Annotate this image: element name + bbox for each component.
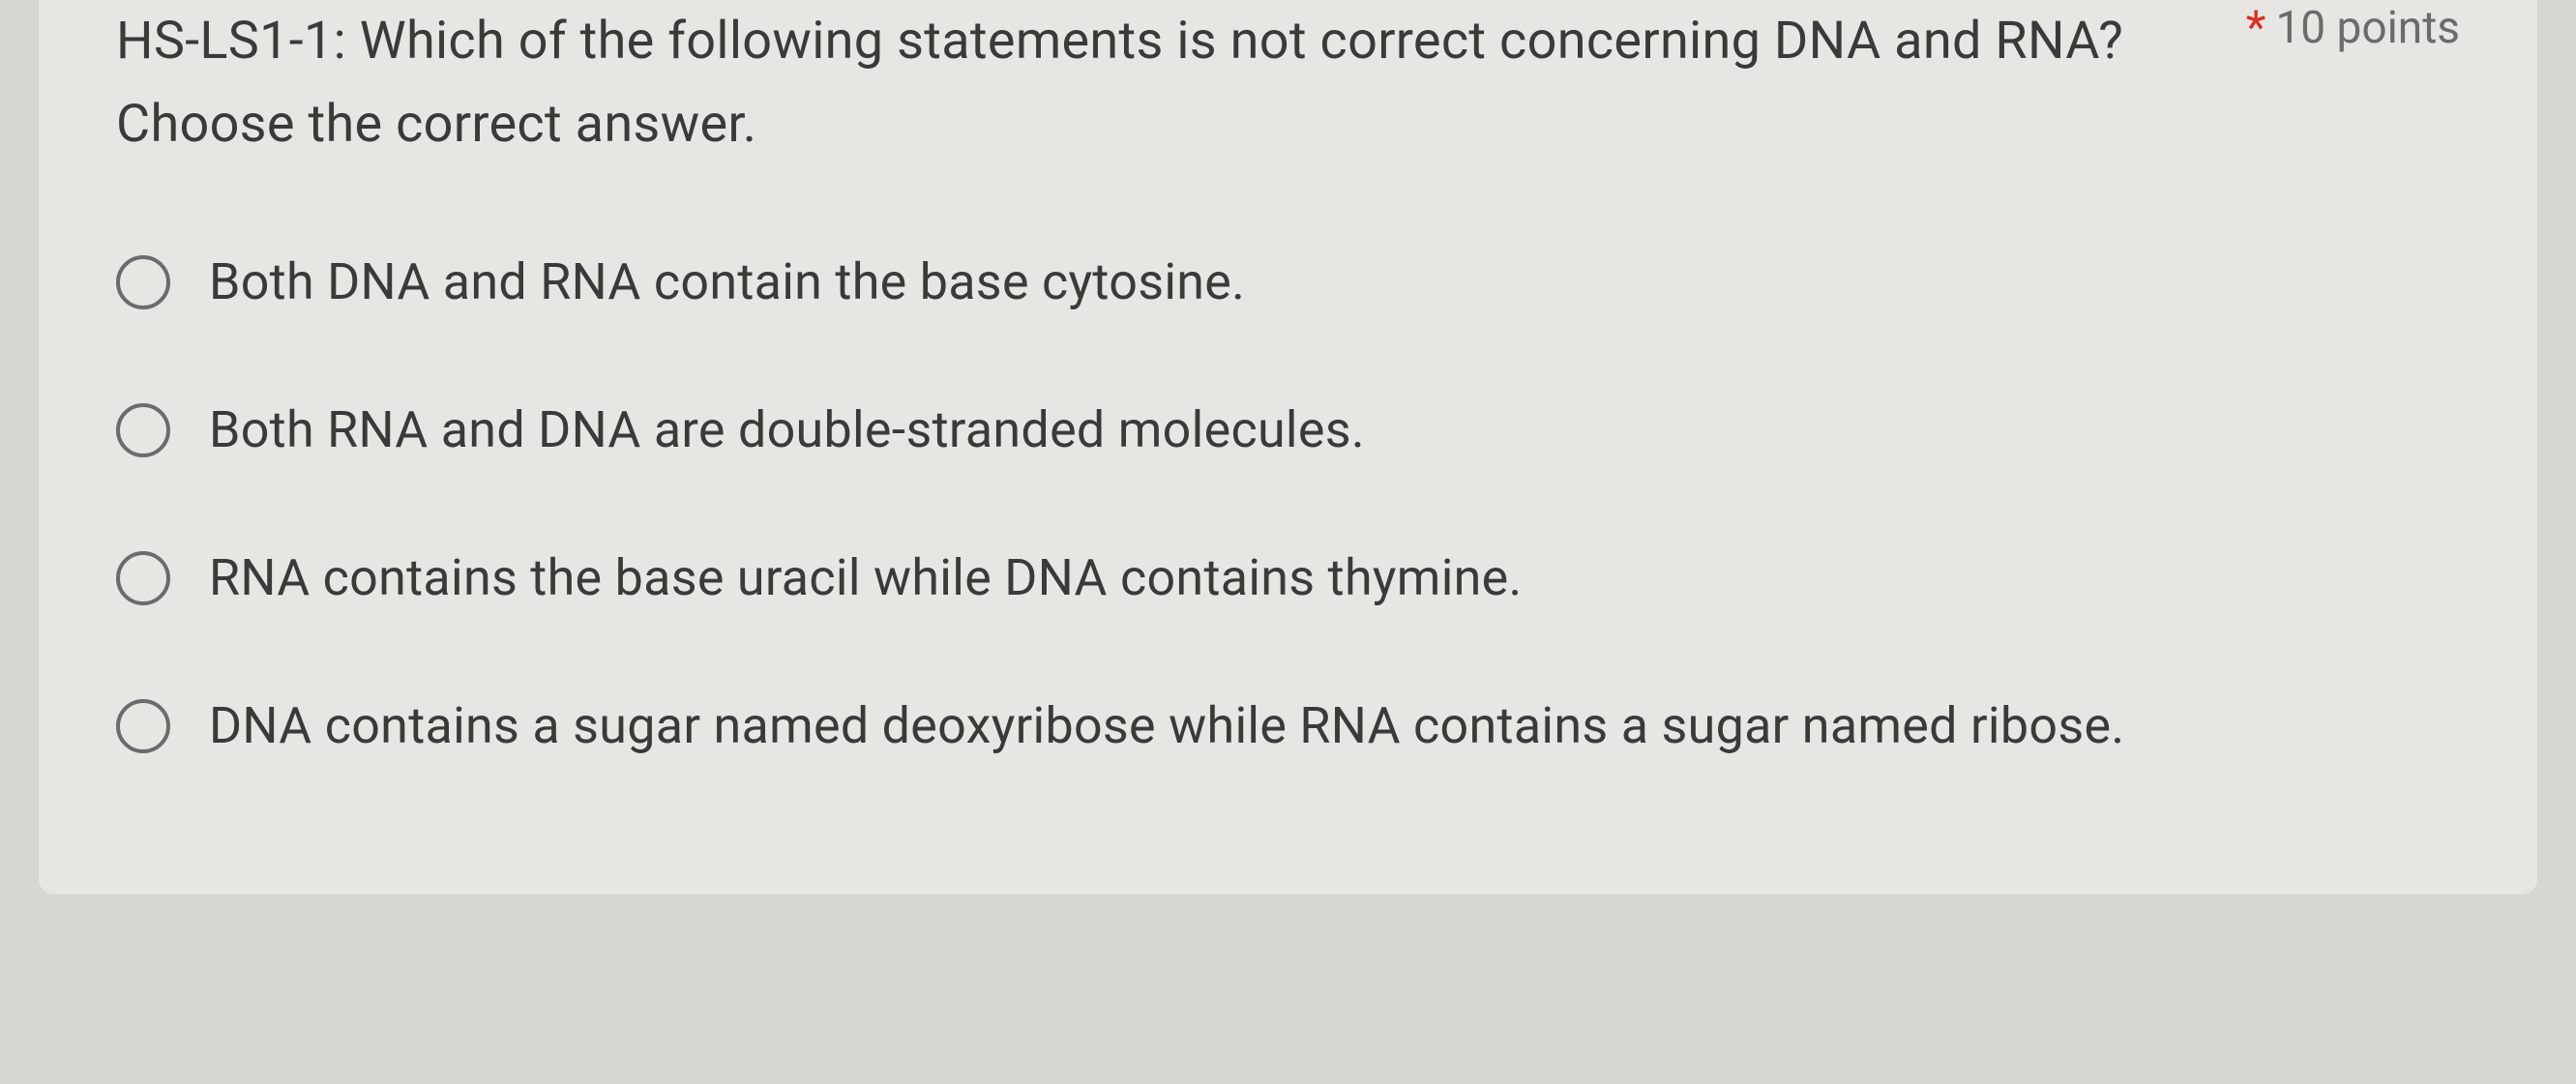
option-label: Both RNA and DNA are double-stranded mol…	[209, 393, 1365, 468]
option-label: Both DNA and RNA contain the base cytosi…	[209, 245, 1245, 320]
required-asterisk-icon: *	[2246, 0, 2266, 55]
points-label: 10 points	[2275, 2, 2460, 54]
option-row[interactable]: Both RNA and DNA are double-stranded mol…	[116, 393, 2460, 468]
options-container: Both DNA and RNA contain the base cytosi…	[116, 245, 2460, 764]
option-row[interactable]: DNA contains a sugar named deoxyribose w…	[116, 688, 2460, 764]
radio-icon[interactable]	[116, 699, 170, 753]
radio-icon[interactable]	[116, 403, 170, 457]
radio-icon[interactable]	[116, 255, 170, 309]
points-container: * 10 points	[2246, 0, 2460, 55]
question-header: HS-LS1-1: Which of the following stateme…	[116, 0, 2460, 167]
question-card: HS-LS1-1: Which of the following stateme…	[39, 0, 2537, 894]
question-text: HS-LS1-1: Which of the following stateme…	[116, 0, 2246, 167]
option-row[interactable]: RNA contains the base uracil while DNA c…	[116, 541, 2460, 616]
option-label: DNA contains a sugar named deoxyribose w…	[209, 688, 2124, 764]
option-label: RNA contains the base uracil while DNA c…	[209, 541, 1523, 616]
radio-icon[interactable]	[116, 551, 170, 605]
option-row[interactable]: Both DNA and RNA contain the base cytosi…	[116, 245, 2460, 320]
